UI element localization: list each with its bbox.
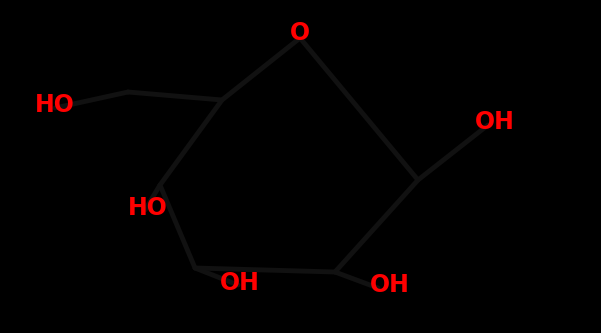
Text: HO: HO	[128, 196, 168, 220]
Text: OH: OH	[370, 273, 410, 297]
Text: OH: OH	[220, 271, 260, 295]
Text: O: O	[290, 21, 310, 45]
Text: OH: OH	[475, 110, 515, 134]
Text: HO: HO	[35, 93, 75, 117]
